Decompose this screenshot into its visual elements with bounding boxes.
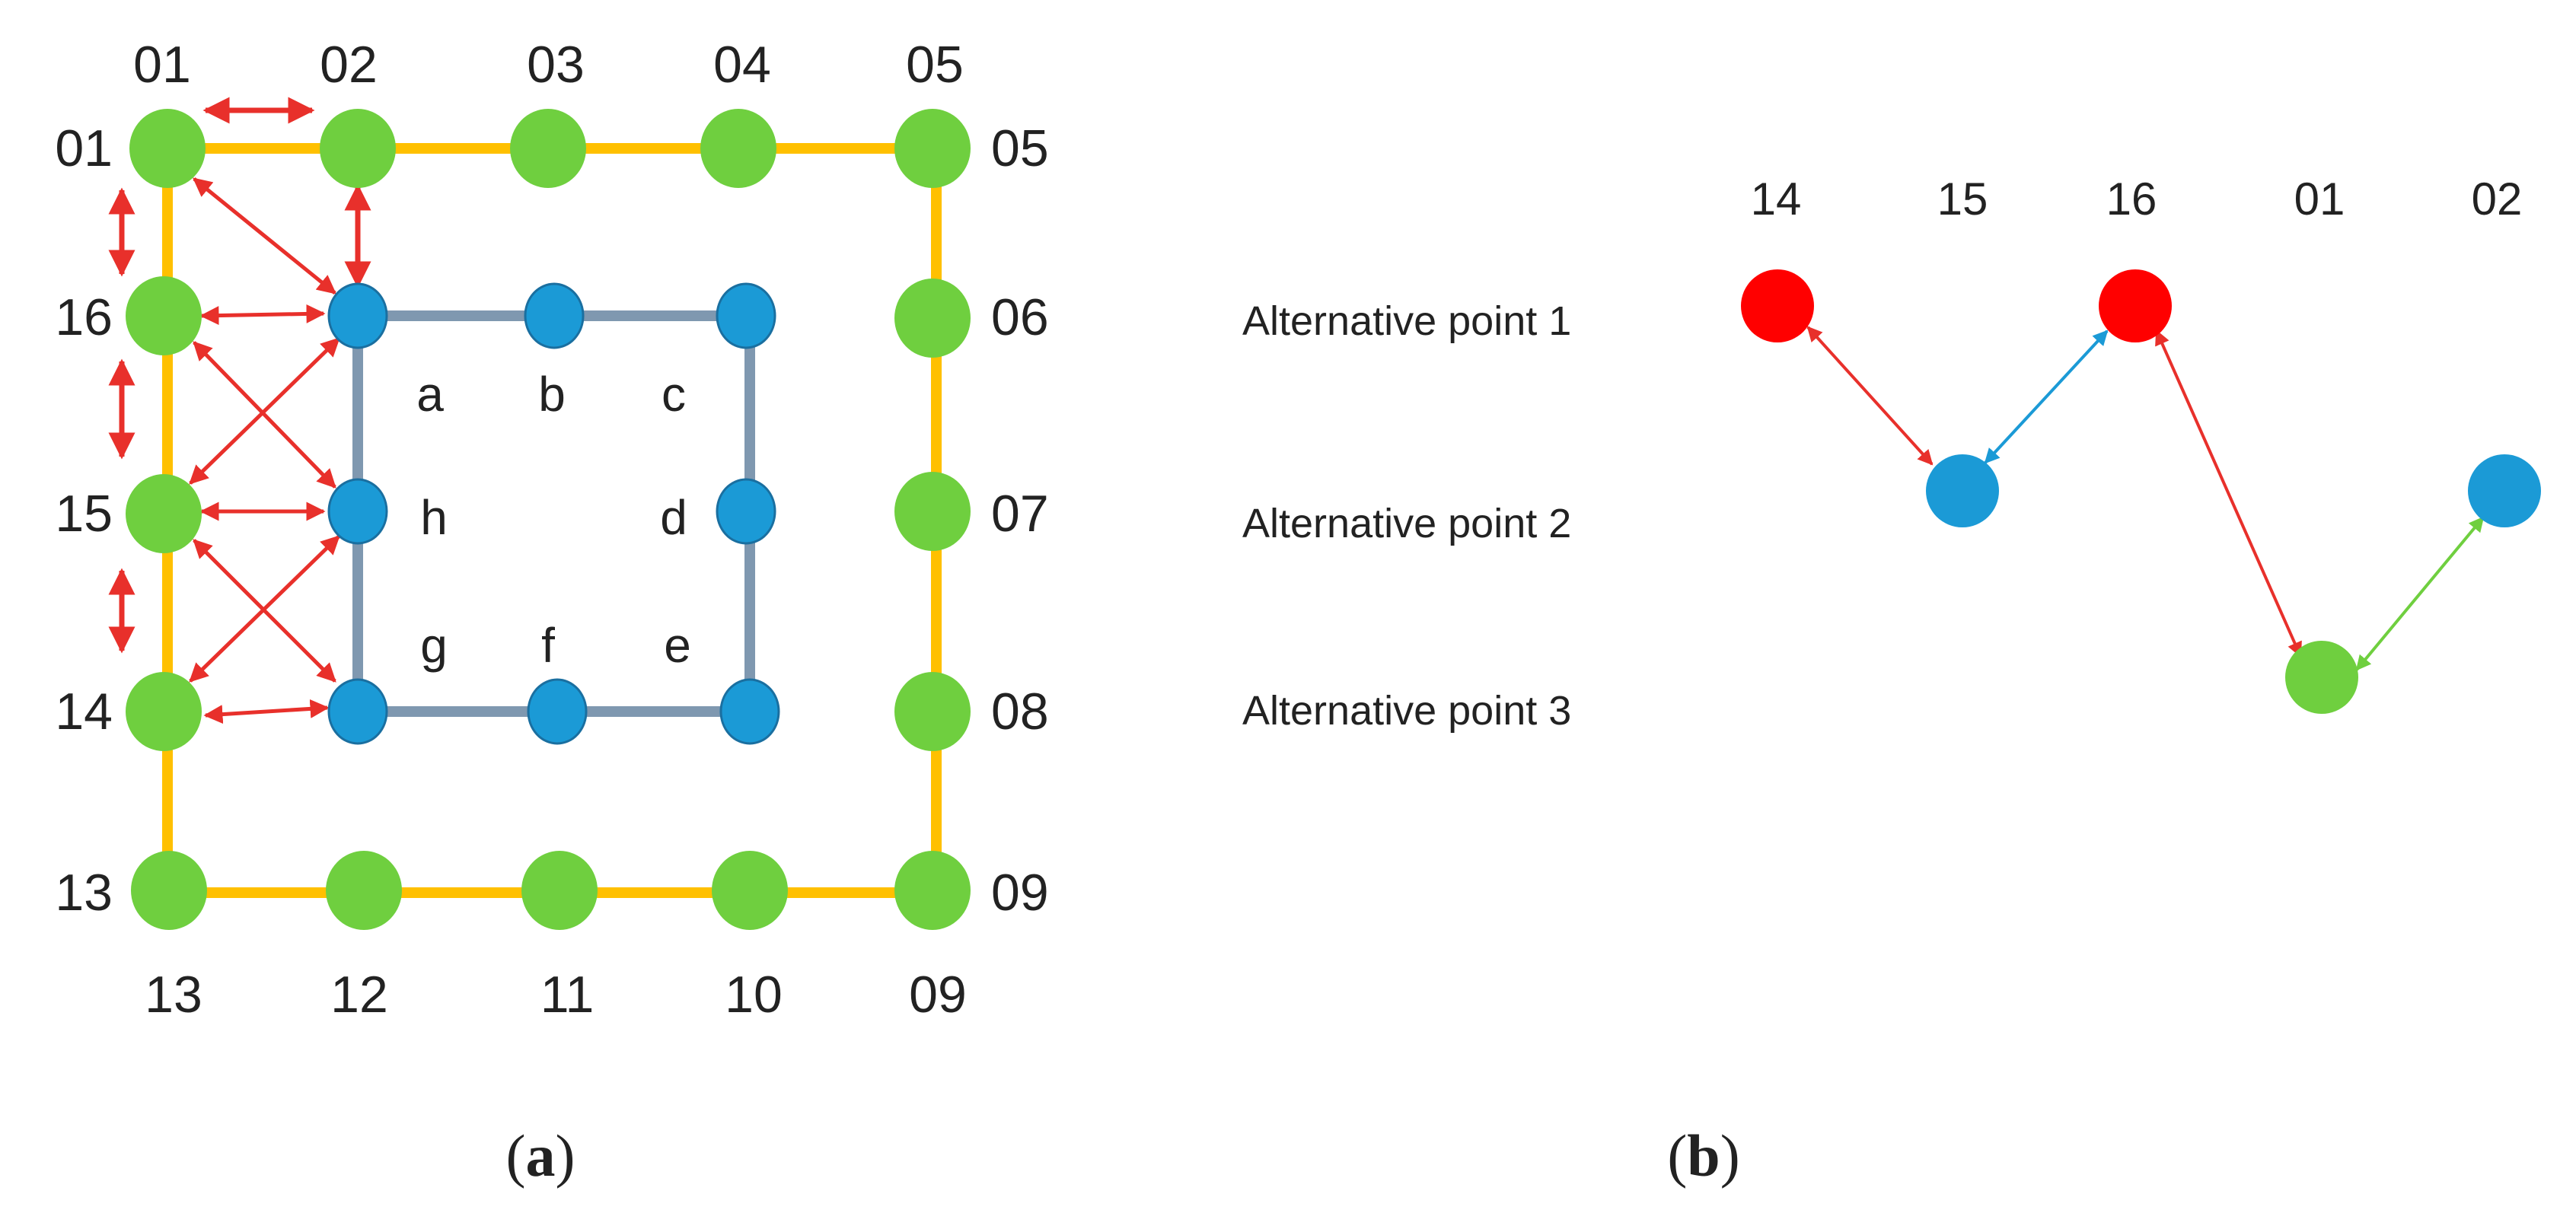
node-12 — [326, 851, 402, 930]
panel-a-grid-diagram: 01 02 03 04 05 01 16 15 14 13 05 06 07 0… — [55, 36, 1048, 1189]
column-label-02: 02 — [2472, 174, 2523, 224]
arrow-14-h — [189, 535, 340, 683]
top-label-04: 04 — [713, 36, 771, 94]
path-node-01 — [2285, 641, 2358, 714]
adjacency-arrows — [108, 97, 371, 724]
node-09 — [894, 851, 971, 930]
node-13 — [131, 851, 207, 930]
right-label-09: 09 — [991, 864, 1049, 922]
node-01 — [129, 109, 206, 188]
node-14 — [126, 672, 202, 751]
bottom-label-11: 11 — [540, 966, 595, 1024]
node-f — [527, 678, 588, 745]
inner-label-e: e — [664, 618, 691, 673]
inner-label-g: g — [420, 618, 448, 673]
node-03 — [510, 109, 586, 188]
right-labels: 05 06 07 08 09 — [991, 119, 1049, 922]
inner-label-f: f — [541, 618, 555, 673]
inner-label-d: d — [660, 490, 687, 545]
node-02 — [320, 109, 396, 188]
row-labels: Alternative point 1 Alternative point 2 … — [1242, 298, 1571, 734]
inner-label-b: b — [538, 367, 566, 422]
node-11 — [521, 851, 598, 930]
path-nodes — [1741, 269, 2541, 714]
column-label-16: 16 — [2106, 174, 2157, 224]
node-04 — [700, 109, 776, 188]
left-label-14: 14 — [55, 683, 113, 740]
top-label-02: 02 — [320, 36, 378, 94]
node-05 — [894, 109, 971, 188]
row-label-1: Alternative point 1 — [1242, 298, 1571, 344]
node-10 — [712, 851, 788, 930]
column-labels: 14 15 16 01 02 — [1751, 174, 2523, 224]
node-b — [524, 282, 585, 349]
path-node-15 — [1926, 454, 1999, 527]
inner-nodes — [327, 282, 780, 745]
caption-b: (b) — [1667, 1122, 1739, 1189]
bottom-label-10: 10 — [725, 966, 783, 1024]
row-label-3: Alternative point 3 — [1242, 688, 1571, 734]
path-node-14 — [1741, 269, 1814, 342]
node-g — [327, 678, 388, 745]
arrow-16-a — [199, 304, 326, 326]
link-01-02 — [2355, 516, 2485, 671]
column-label-15: 15 — [1937, 174, 1988, 224]
top-label-05: 05 — [906, 36, 964, 94]
top-labels: 01 02 03 04 05 — [133, 36, 964, 94]
node-c — [716, 282, 776, 349]
arrow-15-a — [189, 337, 340, 485]
bottom-label-13: 13 — [145, 966, 202, 1024]
inner-label-c: c — [662, 367, 686, 422]
node-08 — [894, 672, 971, 751]
path-node-16 — [2099, 269, 2172, 342]
bottom-label-09: 09 — [909, 966, 967, 1024]
node-07 — [894, 472, 971, 551]
left-label-01: 01 — [55, 119, 113, 177]
path-links — [1806, 326, 2485, 671]
left-label-13: 13 — [55, 864, 113, 922]
outer-road — [162, 143, 942, 898]
left-label-16: 16 — [55, 288, 113, 346]
link-14-15 — [1806, 326, 1934, 466]
bottom-labels: 13 12 11 10 09 — [145, 966, 967, 1024]
left-label-15: 15 — [55, 485, 113, 543]
top-label-01: 01 — [133, 36, 191, 94]
node-06 — [894, 279, 971, 358]
node-16 — [126, 276, 202, 355]
node-e — [719, 678, 780, 745]
link-16-01 — [2155, 330, 2302, 658]
arrow-14-g — [203, 699, 330, 724]
inner-label-a: a — [416, 367, 444, 422]
panel-b-path-diagram: 14 15 16 01 02 Alternative point 1 Alter… — [1242, 174, 2541, 1189]
inner-label-h: h — [420, 490, 448, 545]
bottom-label-12: 12 — [330, 966, 388, 1024]
arrow-01-a — [193, 177, 336, 295]
right-label-08: 08 — [991, 683, 1049, 740]
node-h — [327, 478, 388, 545]
path-node-02 — [2468, 454, 2541, 527]
node-d — [716, 478, 776, 545]
node-a — [327, 282, 388, 349]
row-label-2: Alternative point 2 — [1242, 501, 1571, 546]
right-label-07: 07 — [991, 485, 1049, 543]
top-label-03: 03 — [527, 36, 585, 94]
column-label-14: 14 — [1751, 174, 1802, 224]
column-label-01: 01 — [2294, 174, 2345, 224]
left-labels: 01 16 15 14 13 — [55, 119, 113, 922]
inner-labels: a b c d e f g h — [416, 367, 691, 673]
right-label-05: 05 — [991, 119, 1049, 177]
node-15 — [126, 474, 202, 553]
link-15-16 — [1984, 330, 2109, 464]
right-label-06: 06 — [991, 288, 1049, 346]
outer-nodes — [126, 109, 971, 930]
caption-a: (a) — [506, 1122, 575, 1189]
